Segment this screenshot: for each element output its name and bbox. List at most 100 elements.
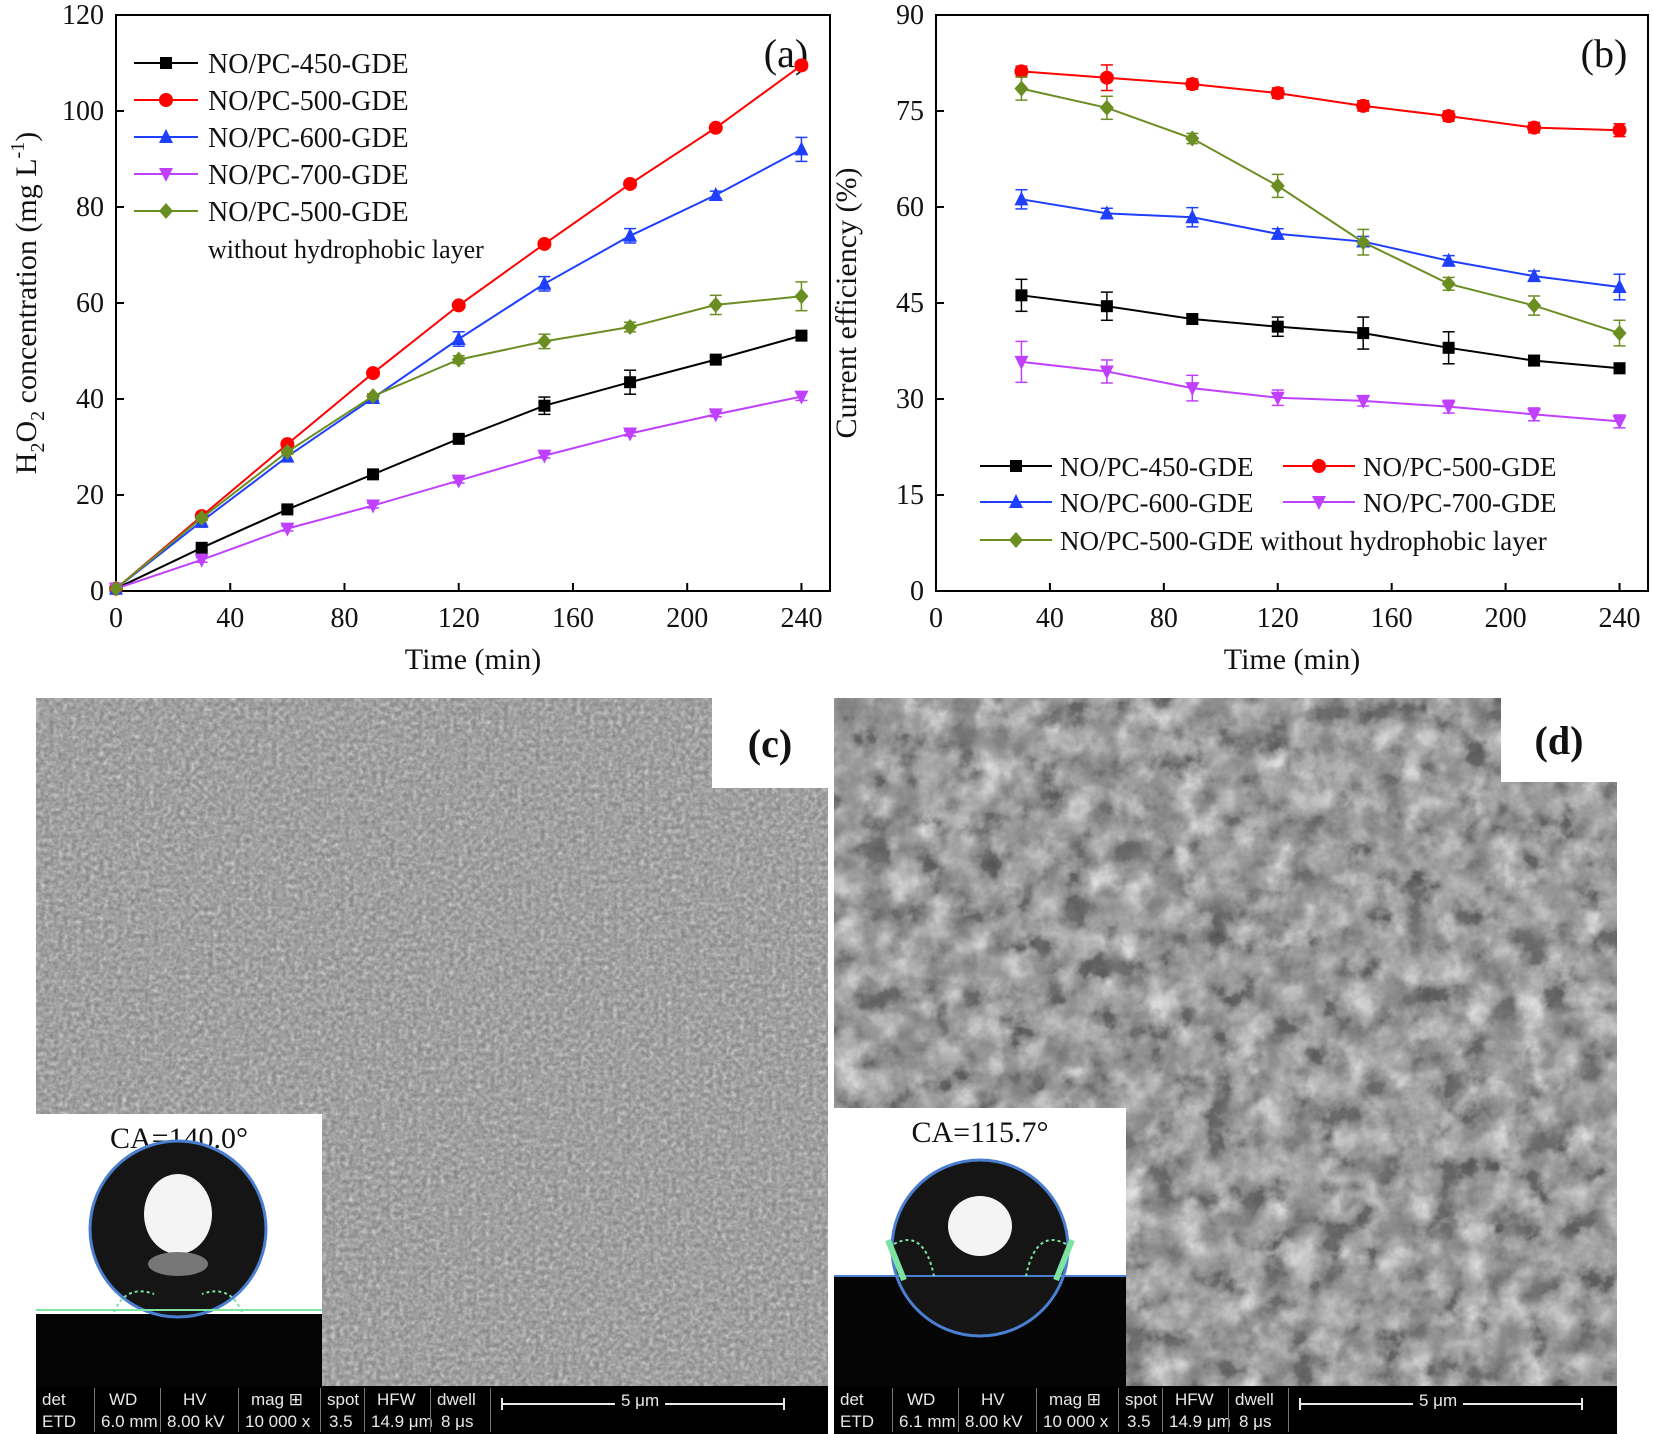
y-tick-label-a: 80	[76, 192, 104, 223]
data-point-b-2	[1014, 191, 1029, 206]
data-point-a-2	[623, 227, 638, 242]
x-tick-label-a: 0	[109, 603, 123, 634]
y-tick-label-b: 90	[896, 0, 924, 31]
data-point-a-0	[281, 503, 294, 516]
dwell-header-c: dwell	[437, 1390, 476, 1409]
series-line-b-2	[1021, 198, 1620, 288]
x-axis-label-a: Time (min)	[405, 643, 541, 676]
y-tick-label-b: 45	[896, 288, 924, 319]
legend-entry-a-0: NO/PC-450-GDE	[208, 49, 409, 80]
x-tick-label-a: 200	[666, 603, 708, 634]
sem-image-c: (c) CA=140.0° det ETD WD 6.0 mm HV 8.00 kV …	[36, 698, 828, 1434]
series-b-2	[1014, 188, 1627, 301]
series-line-b-1	[1021, 70, 1620, 132]
contact-angle-label-d: CA=115.7°	[911, 1116, 1049, 1149]
legend-marker-a-0	[160, 57, 172, 69]
spot-value-c: 3.5	[329, 1412, 353, 1431]
data-point-b-2	[1270, 225, 1285, 240]
data-point-a-1	[451, 298, 466, 313]
data-point-b-4	[1527, 297, 1542, 314]
chart-b: 0 40 80 120 160 200 240 0 15 30 45 60 75 90 Time (min)…	[830, 0, 1649, 676]
data-point-a-3	[194, 553, 209, 568]
data-point-b-0	[1528, 354, 1541, 367]
scale-bar-c: 5 μm	[490, 1388, 827, 1432]
legend-entry-line2-a-4: without hydrophobic layer	[208, 235, 484, 264]
x-tick-label-a: 160	[552, 603, 594, 634]
x-tick-label-b: 0	[929, 603, 943, 634]
legend-entry-a-2: NO/PC-600-GDE	[208, 123, 409, 154]
det-header-d: det	[840, 1390, 864, 1409]
data-point-b-3	[1612, 415, 1627, 430]
panel-label-c: (c)	[712, 698, 828, 788]
data-point-a-1	[623, 176, 638, 191]
x-tick-label-a: 240	[780, 603, 822, 634]
data-point-b-1	[1356, 98, 1371, 113]
data-point-b-1	[1185, 77, 1200, 92]
legend-marker-a-1	[159, 93, 173, 107]
series-a-2	[109, 136, 809, 595]
y-axis-label-b: Current efficiency (%)	[830, 168, 863, 439]
scale-bar-d: 5 μm	[1288, 1388, 1617, 1432]
data-point-a-0	[452, 432, 465, 445]
data-point-b-4	[1185, 130, 1200, 147]
data-point-a-3	[794, 390, 809, 405]
chart-a: 0 40 80 120 160 200 240 0 20 40 60 80 100 120 Time (mi…	[7, 0, 831, 676]
data-point-b-3	[1099, 365, 1114, 380]
series-b-1	[1014, 64, 1627, 138]
y-tick-label-a: 0	[90, 576, 104, 607]
y-tick-label-a: 60	[76, 288, 104, 319]
data-point-a-2	[451, 331, 466, 345]
legend-entry-b-1: NO/PC-500-GDE	[1363, 452, 1557, 482]
det-value-c: ETD	[42, 1412, 76, 1431]
data-point-b-3	[1270, 391, 1285, 406]
sem-infobar-c: det ETD WD 6.0 mm HV 8.00 kV mag ⊞ 10 000 x …	[36, 1386, 828, 1434]
legend-entry-b-3: NO/PC-700-GDE	[1363, 488, 1557, 518]
legend-marker-b-0	[1010, 460, 1022, 472]
data-point-a-2	[537, 275, 552, 290]
x-tick-label-b: 240	[1599, 603, 1641, 634]
data-point-a-3	[537, 449, 552, 464]
panel-label-d: (d)	[1501, 698, 1617, 782]
y-tick-label-b: 0	[910, 576, 924, 607]
legend-marker-b-3	[1312, 496, 1326, 510]
data-point-a-1	[366, 366, 381, 381]
scale-label-c: 5 μm	[615, 1391, 666, 1411]
data-point-a-0	[538, 399, 551, 412]
data-point-a-4	[280, 443, 295, 460]
series-line-a-0	[115, 334, 802, 590]
data-point-b-3	[1185, 382, 1200, 397]
y-tick-label-a: 20	[76, 480, 104, 511]
data-point-b-3	[1014, 355, 1029, 370]
series-b-0	[1015, 278, 1626, 375]
x-tick-label-a: 120	[438, 603, 480, 634]
legend-marker-a-4	[159, 203, 173, 219]
data-point-b-4	[1441, 275, 1456, 292]
data-point-a-1	[537, 236, 552, 251]
data-point-a-2	[708, 187, 723, 201]
data-point-b-1	[1527, 120, 1542, 135]
data-point-a-4	[194, 510, 209, 527]
spot-value-d: 3.5	[1127, 1412, 1151, 1431]
hv-header-d: HV	[981, 1390, 1005, 1409]
mag-value-d: 10 000 x	[1043, 1412, 1109, 1431]
x-tick-label-a: 80	[330, 603, 358, 634]
x-tick-label-b: 40	[1036, 603, 1064, 634]
series-a-3	[109, 390, 809, 597]
contact-angle-inset-d: CA=115.7°	[834, 1108, 1126, 1386]
data-point-a-3	[366, 499, 381, 514]
legend-marker-a-2	[159, 129, 173, 143]
data-point-b-1	[1441, 109, 1456, 124]
series-a-4	[109, 281, 809, 597]
data-point-a-2	[794, 141, 809, 156]
data-point-a-3	[623, 427, 638, 442]
wd-value-d: 6.1 mm	[899, 1412, 956, 1431]
legend-entry-a-4: NO/PC-500-GDE	[208, 197, 409, 228]
data-point-a-1	[794, 58, 809, 73]
wd-header-d: WD	[907, 1390, 936, 1409]
y-tick-label-b: 30	[896, 384, 924, 415]
scale-label-d: 5 μm	[1413, 1391, 1464, 1411]
x-tick-label-b: 80	[1150, 603, 1178, 634]
data-point-b-2	[1441, 252, 1456, 267]
droplet-c	[36, 1139, 322, 1386]
sem-infobar-d: det ETD WD 6.1 mm HV 8.00 kV mag ⊞ 10 000 x …	[834, 1386, 1617, 1434]
